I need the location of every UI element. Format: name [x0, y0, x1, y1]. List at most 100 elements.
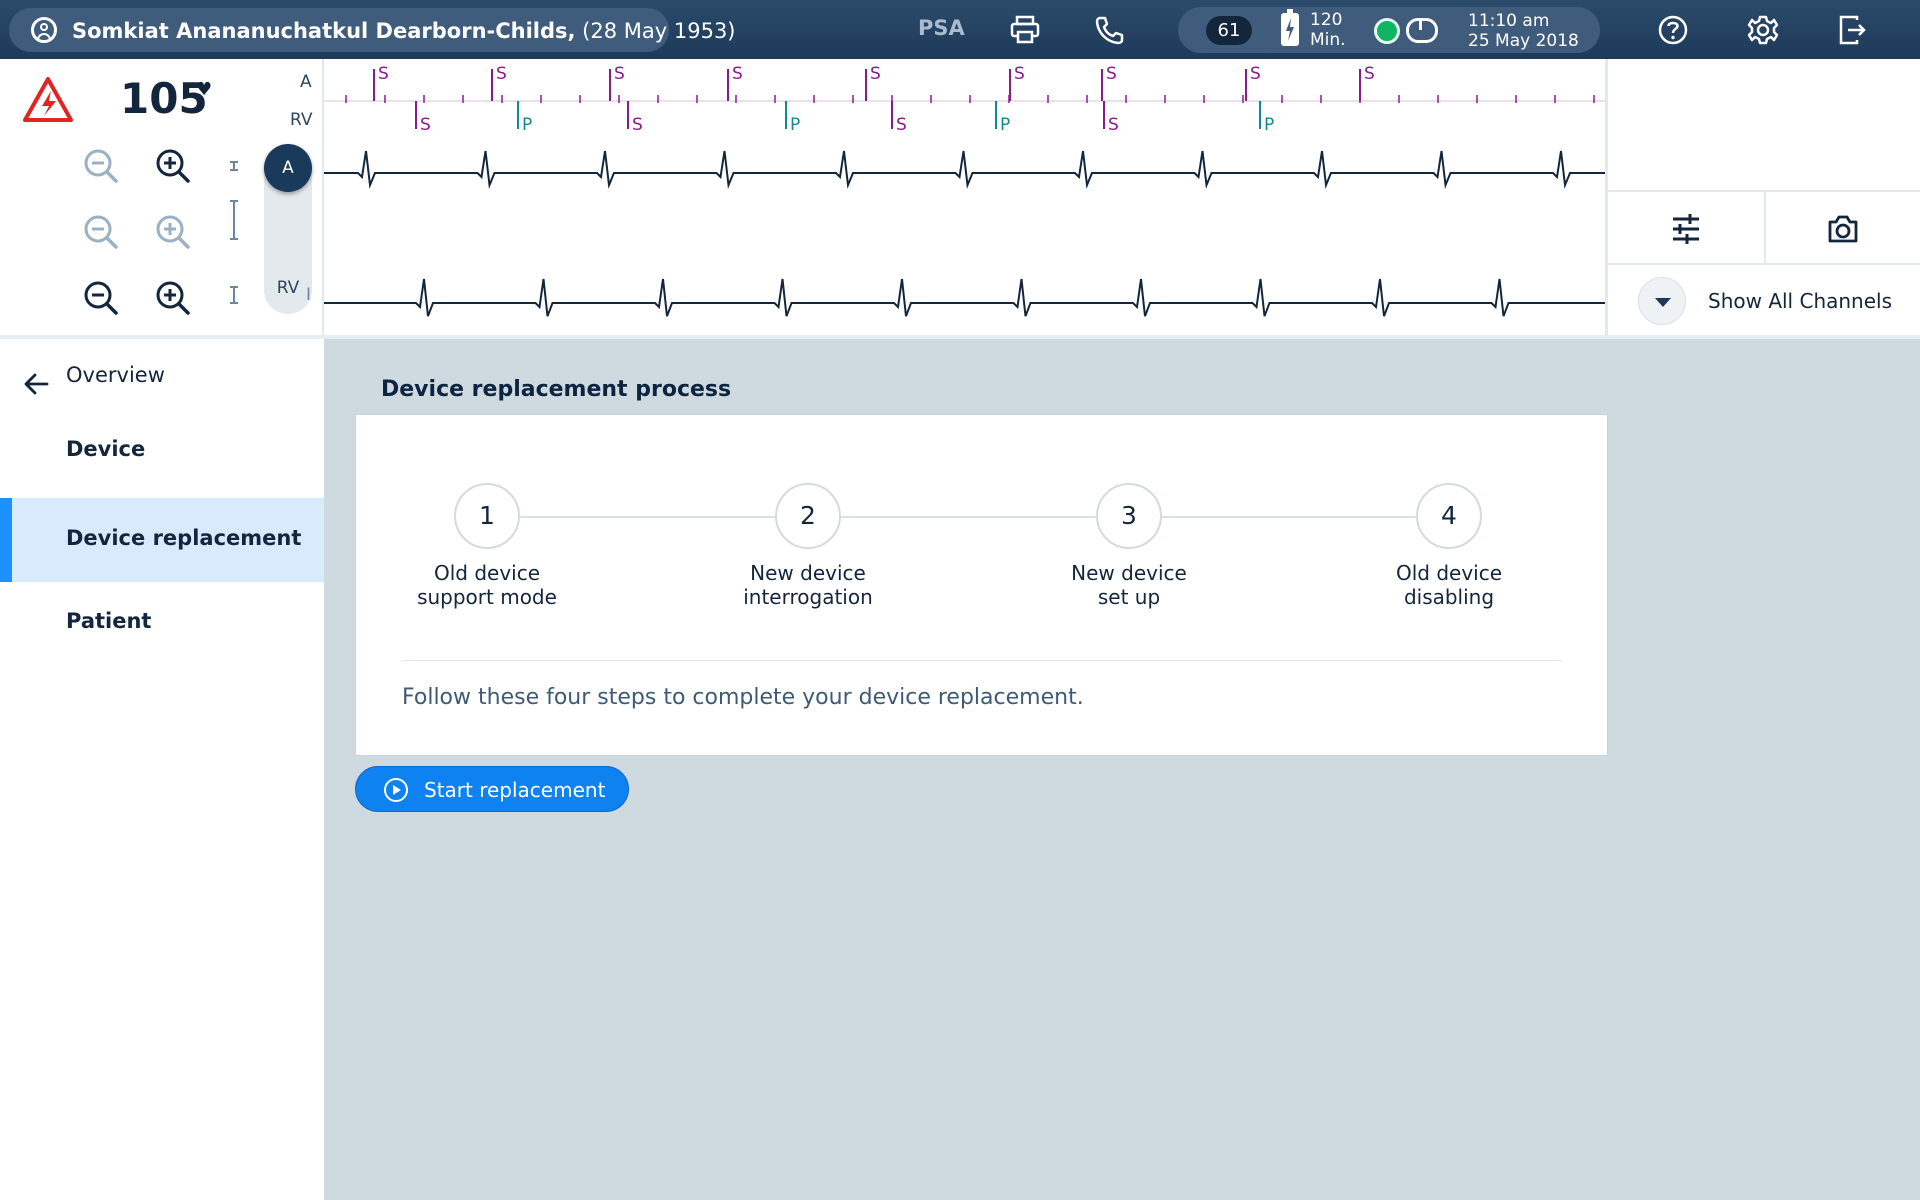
marker-label-s: S	[870, 64, 881, 84]
marker-label-s: S	[1364, 64, 1375, 84]
shock-alert-icon[interactable]	[22, 76, 74, 124]
step-label-line: disabling	[1403, 585, 1495, 609]
marker-label-s: S	[1106, 64, 1117, 84]
ecg-waveforms	[324, 150, 1605, 317]
instructions-text: Follow these four steps to complete your…	[402, 685, 1084, 710]
step-label-line: New device	[750, 561, 866, 585]
marker-label-s: S	[632, 115, 643, 135]
patient-info: Somkiat Anananuchatkul Dearborn-Childs, …	[72, 19, 736, 43]
marker-label-s: S	[614, 64, 625, 84]
replacement-process-card: 1 Old device support mode 2 New device i…	[355, 414, 1608, 756]
zoom-out-icon[interactable]	[81, 146, 121, 186]
marker-label-p: P	[1264, 115, 1274, 135]
toolbar-divider	[1764, 192, 1766, 265]
status-panel: 61 120 Min. 11:10 am 25 May 2018	[1178, 7, 1600, 53]
ecg-toolbar	[1608, 190, 1920, 265]
ecg-divider	[0, 335, 1920, 339]
battery-minutes: 120	[1310, 10, 1343, 30]
step-label-line: set up	[1097, 585, 1161, 609]
zoom-in-icon[interactable]	[153, 146, 193, 186]
step-number: 2	[775, 483, 841, 549]
step-2: 2 New device interrogation	[698, 483, 918, 609]
ecg-side-panel: Show All Channels	[1608, 59, 1920, 337]
marker-label-p: P	[522, 115, 532, 135]
channel-label-a: A	[300, 72, 312, 92]
help-icon[interactable]	[1656, 13, 1690, 47]
clock-date: 25 May 2018	[1468, 31, 1579, 51]
step-number: 4	[1416, 483, 1482, 549]
start-replacement-label: Start replacement	[424, 778, 606, 802]
sidebar: Overview Device Device replacement Patie…	[0, 339, 324, 1200]
step-label-line: Old device	[433, 561, 541, 585]
datetime: 11:10 am 25 May 2018	[1468, 11, 1579, 51]
channel-toggle-rv[interactable]: RV	[276, 278, 300, 298]
back-arrow-icon	[24, 373, 49, 395]
page-title: Device replacement process	[381, 377, 732, 402]
adjust-settings-icon[interactable]	[1670, 213, 1702, 245]
camera-icon[interactable]	[1826, 213, 1860, 245]
print-icon[interactable]	[1008, 13, 1042, 47]
marker-label-s: S	[1250, 64, 1261, 84]
heart-icon: ♥	[196, 79, 213, 100]
marker-label-s: S	[1014, 64, 1025, 84]
marker-label-s: S	[420, 115, 431, 135]
play-icon	[384, 778, 408, 802]
patient-dob: (28 May 1953)	[575, 19, 736, 43]
show-all-channels-label: Show All Channels	[1708, 289, 1893, 313]
calibration-mark-large	[230, 200, 238, 240]
marker-label-s: S	[896, 115, 907, 135]
marker-label-s: S	[732, 64, 743, 84]
step-label: New device set up	[1019, 561, 1239, 609]
zoom-in-icon[interactable]	[153, 212, 193, 252]
heart-rate-value: 105	[120, 74, 208, 123]
calibration-mark-medium	[230, 286, 238, 304]
connection-status-dot	[1374, 18, 1400, 44]
channel-toggle-a[interactable]: A	[264, 144, 312, 192]
marker-label-s: S	[1108, 115, 1119, 135]
ecg-strip: S S S S S S S S S S P S P S P S P	[322, 59, 1608, 337]
step-number: 1	[454, 483, 520, 549]
step-label-line: support mode	[417, 585, 557, 609]
phone-icon[interactable]	[1092, 13, 1126, 47]
sidebar-item-patient[interactable]: Patient	[0, 581, 324, 665]
marker-channel: S S S S S S S S S S P S P S P S P	[345, 64, 1595, 135]
settings-icon[interactable]	[1746, 13, 1780, 47]
logout-icon[interactable]	[1836, 13, 1870, 47]
zoom-in-icon[interactable]	[153, 278, 193, 318]
step-number: 3	[1096, 483, 1162, 549]
battery-remaining: 120 Min.	[1310, 10, 1346, 50]
sidebar-item-label: Device	[66, 437, 146, 461]
zoom-out-icon[interactable]	[81, 278, 121, 318]
step-label-line: Old device	[1395, 561, 1503, 585]
chevron-down-icon	[1638, 277, 1686, 325]
ecg-waveform-rv	[324, 278, 1605, 317]
patient-name: Somkiat Anananuchatkul Dearborn-Childs,	[72, 19, 576, 43]
ecg-controls: 105 ♥ A RV A RV I	[0, 59, 322, 337]
back-to-overview[interactable]	[0, 359, 324, 409]
zoom-out-icon[interactable]	[81, 212, 121, 252]
lead-label: I	[306, 285, 312, 305]
step-label-line: New device	[1071, 561, 1187, 585]
psa-button[interactable]: PSA	[918, 16, 965, 40]
marker-label-s: S	[378, 64, 389, 84]
calibration-mark-small	[230, 161, 238, 171]
sidebar-item-device-replacement[interactable]: Device replacement	[0, 498, 324, 582]
user-icon	[31, 17, 57, 43]
ecg-waveform-a	[324, 150, 1605, 190]
patient-header[interactable]: Somkiat Anananuchatkul Dearborn-Childs, …	[9, 8, 736, 52]
step-label: New device interrogation	[698, 561, 918, 609]
card-divider	[402, 660, 1562, 661]
back-label: Overview	[66, 363, 165, 387]
marker-label-p: P	[790, 115, 800, 135]
notification-count-badge[interactable]: 61	[1206, 16, 1252, 45]
clock-time: 11:10 am	[1468, 11, 1550, 31]
start-replacement-button[interactable]: Start replacement	[355, 766, 629, 812]
step-label: Old device support mode	[377, 561, 597, 609]
step-4: 4 Old device disabling	[1339, 483, 1559, 609]
sidebar-item-device[interactable]: Device	[0, 409, 324, 493]
stepper-line	[486, 516, 1446, 518]
battery-icon	[1281, 9, 1299, 46]
ecg-traces: S S S S S S S S S S P S P S P S P	[324, 64, 1605, 317]
show-all-channels-button[interactable]: Show All Channels	[1638, 277, 1908, 327]
channel-label-rv: RV	[290, 110, 313, 130]
